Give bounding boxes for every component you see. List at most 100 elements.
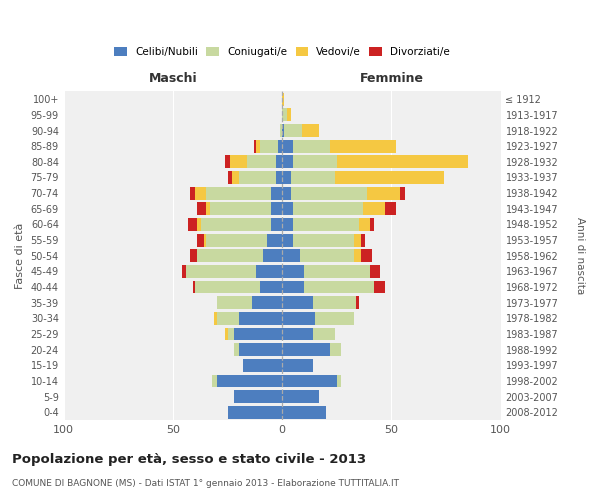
Text: Popolazione per età, sesso e stato civile - 2013: Popolazione per età, sesso e stato civil…	[12, 452, 366, 466]
Bar	[195, 280, 260, 293]
Bar	[239, 344, 282, 356]
Bar	[197, 250, 263, 262]
Bar	[304, 265, 370, 278]
Bar	[282, 312, 315, 325]
Bar	[400, 186, 404, 200]
Bar	[256, 140, 260, 152]
Bar	[206, 234, 267, 246]
Bar	[282, 250, 299, 262]
Bar	[282, 280, 304, 293]
Bar	[247, 156, 275, 168]
Bar	[282, 265, 304, 278]
Bar	[367, 186, 400, 200]
Bar	[271, 202, 282, 215]
Bar	[260, 280, 282, 293]
Bar	[227, 328, 234, 340]
Bar	[210, 202, 271, 215]
Text: COMUNE DI BAGNONE (MS) - Dati ISTAT 1° gennaio 2013 - Elaborazione TUTTITALIA.IT: COMUNE DI BAGNONE (MS) - Dati ISTAT 1° g…	[12, 479, 399, 488]
Bar	[282, 140, 293, 152]
Bar	[275, 156, 282, 168]
Bar	[197, 202, 206, 215]
Bar	[243, 359, 282, 372]
Bar	[282, 359, 313, 372]
Y-axis label: Anni di nascita: Anni di nascita	[575, 217, 585, 294]
Bar	[354, 250, 361, 262]
Bar	[330, 140, 396, 152]
Bar	[354, 234, 361, 246]
Bar	[291, 186, 367, 200]
Bar	[195, 186, 206, 200]
Bar	[254, 140, 256, 152]
Bar	[282, 93, 284, 106]
Bar	[217, 296, 251, 309]
Bar	[239, 171, 275, 184]
Bar	[302, 124, 319, 137]
Text: Femmine: Femmine	[359, 72, 424, 85]
Bar	[282, 234, 293, 246]
Bar	[356, 296, 359, 309]
Bar	[282, 186, 291, 200]
Bar	[299, 250, 354, 262]
Bar	[385, 202, 396, 215]
Bar	[214, 312, 217, 325]
Bar	[282, 171, 291, 184]
Bar	[197, 218, 202, 231]
Bar	[282, 108, 287, 122]
Bar	[282, 218, 293, 231]
Bar	[232, 171, 239, 184]
Bar	[282, 202, 293, 215]
Bar	[293, 156, 337, 168]
Bar	[186, 265, 256, 278]
Bar	[202, 218, 271, 231]
Bar	[227, 171, 232, 184]
Bar	[188, 218, 197, 231]
Bar	[226, 328, 227, 340]
Bar	[315, 312, 354, 325]
Bar	[234, 390, 282, 403]
Bar	[230, 156, 247, 168]
Bar	[282, 328, 313, 340]
Bar	[234, 344, 239, 356]
Y-axis label: Fasce di età: Fasce di età	[15, 222, 25, 289]
Bar	[287, 108, 291, 122]
Bar	[282, 390, 319, 403]
Bar	[291, 171, 335, 184]
Bar	[271, 218, 282, 231]
Bar	[293, 202, 363, 215]
Bar	[226, 156, 230, 168]
Bar	[363, 202, 385, 215]
Bar	[282, 374, 337, 388]
Bar	[234, 328, 282, 340]
Bar	[206, 186, 271, 200]
Bar	[193, 280, 195, 293]
Bar	[370, 218, 374, 231]
Bar	[256, 265, 282, 278]
Bar	[203, 234, 206, 246]
Bar	[217, 374, 282, 388]
Bar	[275, 171, 282, 184]
Bar	[190, 186, 195, 200]
Bar	[359, 218, 370, 231]
Bar	[280, 124, 282, 137]
Bar	[217, 312, 239, 325]
Bar	[227, 406, 282, 418]
Bar	[251, 296, 282, 309]
Bar	[337, 374, 341, 388]
Bar	[263, 250, 282, 262]
Legend: Celibi/Nubili, Coniugati/e, Vedovi/e, Divorziati/e: Celibi/Nubili, Coniugati/e, Vedovi/e, Di…	[111, 44, 453, 60]
Bar	[293, 140, 330, 152]
Bar	[206, 202, 210, 215]
Bar	[361, 250, 372, 262]
Bar	[330, 344, 341, 356]
Bar	[374, 280, 385, 293]
Bar	[212, 374, 217, 388]
Bar	[282, 296, 313, 309]
Bar	[239, 312, 282, 325]
Bar	[370, 265, 380, 278]
Bar	[293, 234, 354, 246]
Bar	[313, 296, 356, 309]
Bar	[335, 171, 444, 184]
Bar	[271, 186, 282, 200]
Bar	[293, 218, 359, 231]
Bar	[197, 234, 203, 246]
